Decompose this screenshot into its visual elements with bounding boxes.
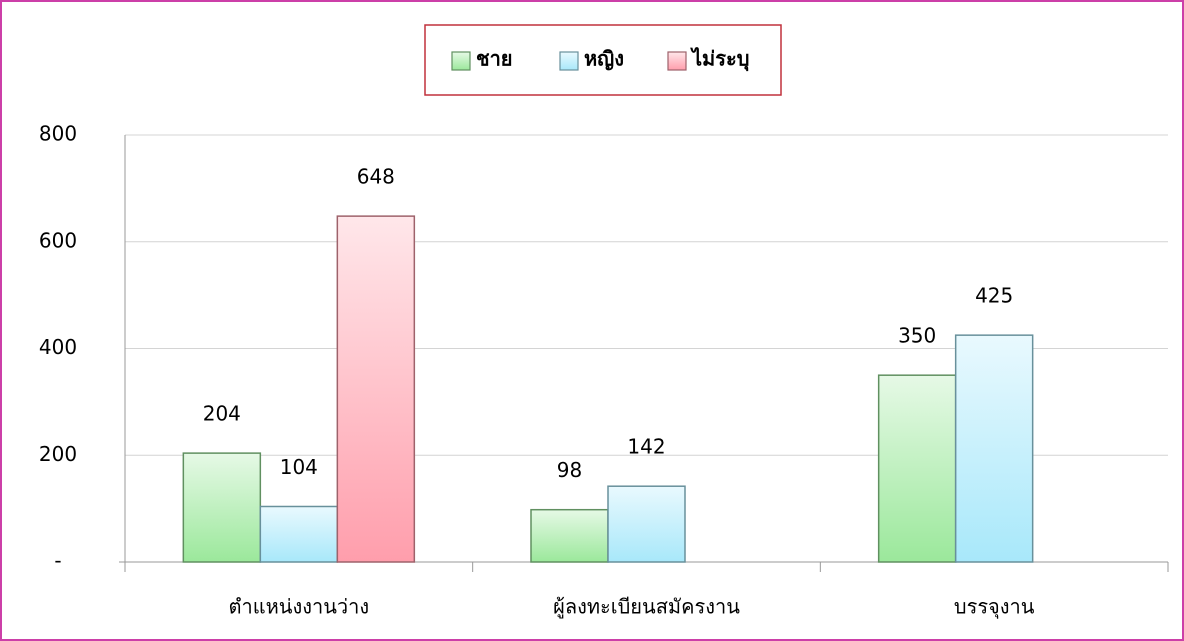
bar: [530, 508, 609, 563]
data-label: 142: [627, 435, 665, 459]
y-tick-label: 400: [39, 335, 77, 359]
data-label: 425: [975, 284, 1013, 308]
data-label: 204: [203, 402, 241, 426]
x-tick-label: ตำแหน่งงานว่าง: [229, 595, 370, 619]
y-tick-label: 200: [39, 442, 77, 466]
legend-label: หญิง: [584, 47, 624, 71]
legend-swatch: [451, 51, 471, 71]
x-tick-label: บรรจุงาน: [954, 595, 1035, 620]
y-tick-label: 600: [39, 228, 77, 252]
bar: [954, 334, 1034, 563]
y-tick-label: 800: [39, 122, 77, 146]
bar: [607, 485, 686, 563]
bar: [259, 505, 339, 563]
y-tick-label: -: [54, 549, 61, 573]
data-label: 350: [898, 324, 936, 348]
legend-box: [424, 24, 782, 96]
legend-label: ชาย: [476, 47, 513, 71]
x-tick-label: ผู้ลงทะเบียนสมัครงาน: [553, 595, 740, 620]
bar: [336, 215, 416, 563]
legend-swatch: [559, 51, 579, 71]
data-label: 98: [557, 458, 582, 482]
bar: [182, 452, 262, 563]
bar: [877, 374, 957, 563]
legend-label: ไม่ระบุ: [690, 47, 749, 72]
legend-swatch: [667, 51, 687, 71]
data-label: 104: [280, 455, 318, 479]
data-label: 648: [357, 165, 395, 189]
